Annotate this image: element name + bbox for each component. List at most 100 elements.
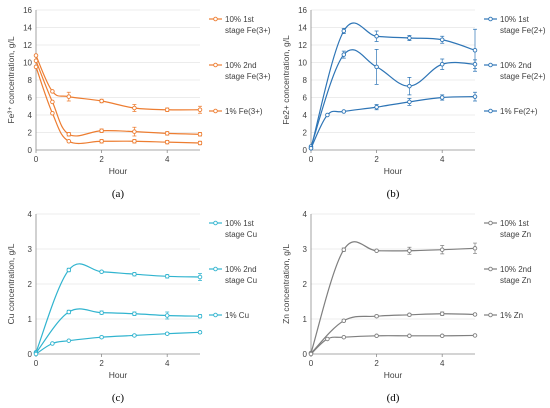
data-point bbox=[66, 309, 72, 315]
y-tick-label: 0 bbox=[303, 350, 308, 359]
data-point bbox=[341, 109, 347, 114]
data-point bbox=[66, 267, 72, 273]
data-point bbox=[164, 139, 170, 145]
legend-swatch-marker bbox=[213, 62, 218, 68]
legend-label: 10% 1st bbox=[225, 219, 255, 228]
data-point bbox=[66, 94, 72, 99]
legend-swatch-marker bbox=[213, 16, 218, 22]
legend-swatch-marker bbox=[488, 62, 493, 68]
y-tick-label: 4 bbox=[303, 111, 308, 120]
data-point bbox=[99, 98, 104, 104]
data-point bbox=[33, 53, 39, 58]
x-tick-label: 0 bbox=[309, 359, 314, 368]
series-line bbox=[35, 308, 201, 354]
y-tick-label: 12 bbox=[23, 41, 32, 50]
y-tick-label: 4 bbox=[28, 210, 33, 219]
data-point bbox=[439, 311, 445, 316]
y-tick-label: 16 bbox=[23, 6, 32, 15]
x-tick-label: 0 bbox=[34, 155, 39, 164]
legend-label: 10% 2nd bbox=[500, 265, 532, 274]
data-point bbox=[132, 105, 137, 111]
data-point bbox=[33, 58, 39, 64]
data-point bbox=[50, 341, 55, 346]
x-tick-label: 0 bbox=[34, 359, 39, 368]
chart-d-svg: 0 1 2 3 4 0 2 4 Hour Zn concentration, g/L (d) 10% … bbox=[281, 210, 532, 404]
y-tick-label: 2 bbox=[303, 129, 308, 138]
data-point bbox=[132, 129, 137, 134]
y-axis-title: Fe³⁺ concentration, g/L bbox=[6, 36, 16, 123]
data-point bbox=[132, 333, 137, 338]
legend-swatch-marker bbox=[213, 108, 218, 114]
data-point bbox=[99, 128, 104, 133]
x-tick-label: 4 bbox=[165, 359, 170, 368]
data-point bbox=[472, 312, 478, 317]
legend-label: stage Fe(3+) bbox=[225, 72, 271, 81]
data-point bbox=[407, 99, 412, 105]
chart-b-svg: 0 2 4 6 8 10 12 14 16 0 2 4 Hour Fe2+ concentration, … bbox=[281, 6, 546, 200]
series-3 bbox=[308, 91, 478, 151]
data-point bbox=[325, 336, 330, 342]
legend-label: stage Fe(2+) bbox=[500, 26, 546, 35]
legend-label: 10% 1st bbox=[500, 219, 530, 228]
y-tick-label: 14 bbox=[298, 24, 307, 33]
y-tick-label: 2 bbox=[303, 280, 308, 289]
data-point bbox=[374, 313, 379, 319]
data-point bbox=[164, 313, 170, 318]
chart-panel-b: 0 2 4 6 8 10 12 14 16 0 2 4 Hour Fe2+ concentration, … bbox=[275, 0, 550, 204]
legend-entry-3: 1% Fe(3+) bbox=[209, 107, 263, 116]
panel-label: (b) bbox=[387, 188, 400, 200]
legend-entry-1: 10% 1st stage Cu bbox=[209, 219, 257, 239]
legend-label: 10% 2nd bbox=[225, 265, 257, 274]
data-point bbox=[197, 313, 203, 319]
legend-label: 10% 1st bbox=[225, 15, 255, 24]
data-point bbox=[308, 351, 314, 357]
data-point bbox=[472, 246, 478, 251]
legend-label: 1% Fe(3+) bbox=[225, 107, 263, 116]
data-point bbox=[66, 131, 72, 137]
y-tick-label: 12 bbox=[298, 41, 307, 50]
legend-label: 1% Cu bbox=[225, 311, 249, 320]
series-2 bbox=[33, 308, 203, 356]
y-tick-label: 6 bbox=[28, 94, 33, 103]
data-point bbox=[50, 89, 55, 94]
chart-panel-c: 0 1 2 3 4 0 2 4 Hour Cu concentration, g/L (c) 10% … bbox=[0, 204, 275, 408]
data-point bbox=[341, 247, 347, 252]
series-2 bbox=[308, 311, 478, 356]
x-tick-label: 2 bbox=[374, 359, 379, 368]
legend-label: 1% Fe(2+) bbox=[500, 107, 538, 116]
series-2 bbox=[308, 49, 478, 149]
data-point bbox=[439, 247, 445, 252]
x-tick-label: 4 bbox=[440, 155, 445, 164]
series-line bbox=[310, 22, 476, 149]
data-point bbox=[132, 311, 137, 316]
x-tick-label: 0 bbox=[309, 155, 314, 164]
data-point bbox=[164, 107, 170, 112]
panel-label: (a) bbox=[112, 188, 125, 200]
legend-entry-3: 1% Fe(2+) bbox=[484, 107, 538, 116]
series-line bbox=[310, 313, 476, 354]
x-axis-title: Hour bbox=[109, 370, 128, 380]
x-tick-label: 4 bbox=[165, 155, 170, 164]
x-axis-title: Hour bbox=[384, 370, 403, 380]
series-line bbox=[310, 96, 476, 149]
series-1 bbox=[308, 22, 478, 151]
y-tick-label: 1 bbox=[303, 315, 308, 324]
data-point bbox=[341, 334, 347, 340]
y-tick-label: 3 bbox=[28, 245, 33, 254]
legend-label: stage Cu bbox=[225, 230, 257, 239]
data-point bbox=[99, 310, 104, 315]
series-line bbox=[35, 60, 201, 137]
data-point bbox=[407, 35, 412, 41]
data-point bbox=[374, 248, 379, 254]
legend-entry-1: 10% 1st stage Fe(3+) bbox=[209, 15, 271, 35]
series-3 bbox=[308, 333, 478, 357]
data-point bbox=[66, 138, 72, 144]
legend-entry-2: 10% 2nd stage Fe(3+) bbox=[209, 61, 271, 81]
data-point bbox=[50, 110, 55, 116]
y-tick-label: 0 bbox=[303, 146, 308, 155]
legend-entry-1: 10% 1st stage Fe(2+) bbox=[484, 15, 546, 35]
legend-entry-1: 10% 1st stage Zn bbox=[484, 219, 531, 239]
series-2 bbox=[33, 53, 203, 114]
data-point bbox=[341, 52, 347, 57]
legend-entry-2: 10% 2nd stage Zn bbox=[484, 265, 532, 285]
